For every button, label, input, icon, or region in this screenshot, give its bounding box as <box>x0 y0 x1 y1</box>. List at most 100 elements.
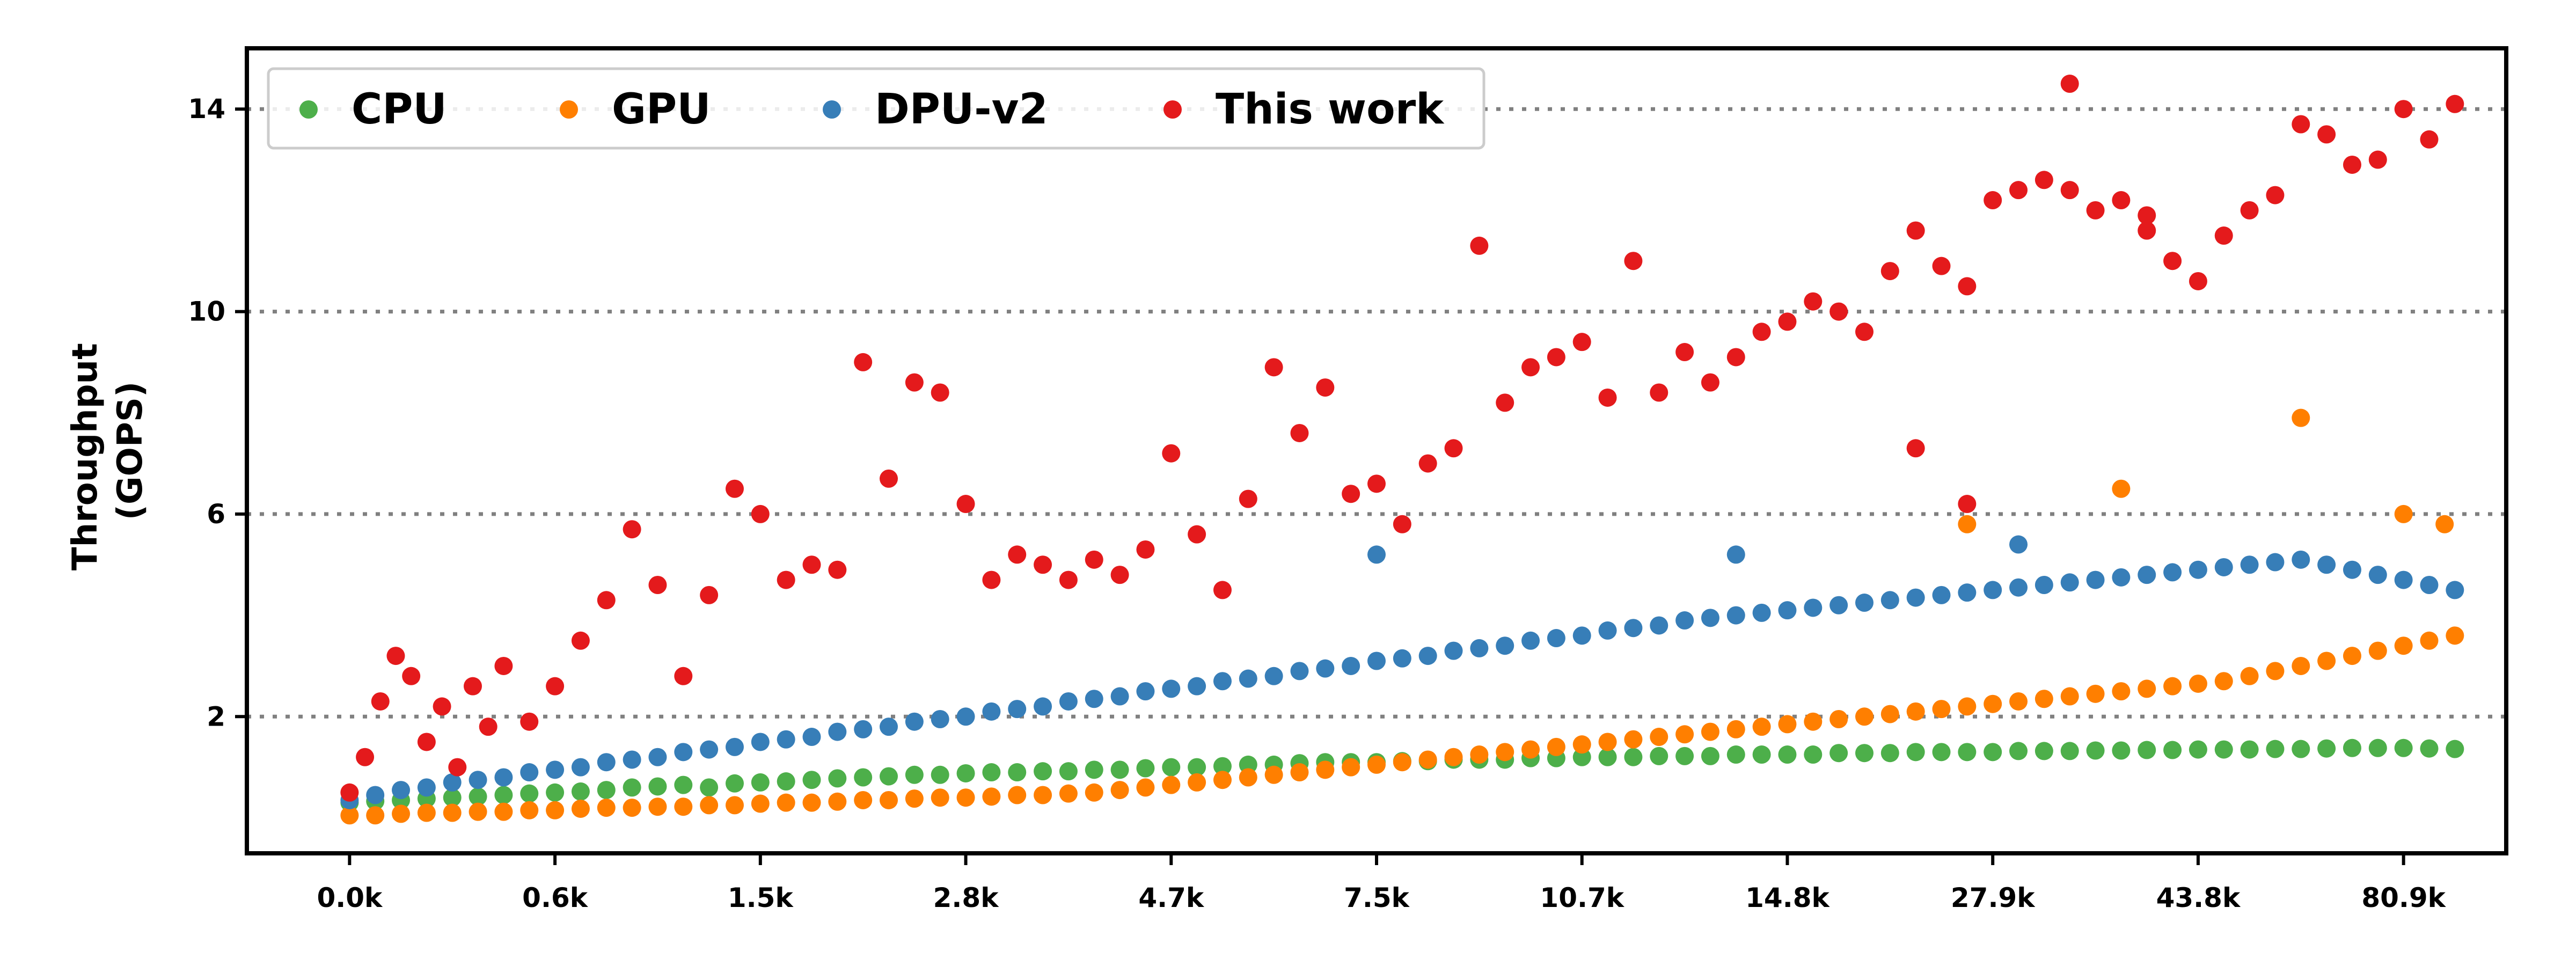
data-point <box>2394 100 2413 119</box>
x-tick-label: 2.8k <box>933 882 1000 913</box>
data-point <box>2009 692 2028 711</box>
data-point <box>982 763 1001 782</box>
data-point <box>2343 560 2361 579</box>
data-point <box>1085 550 1103 569</box>
data-point <box>1572 735 1591 754</box>
data-point <box>880 791 898 809</box>
data-point <box>2266 186 2285 204</box>
data-point <box>751 733 770 751</box>
y-axis-ticks: 2 6 10 14 <box>188 93 247 732</box>
data-point <box>880 469 898 488</box>
data-point <box>1008 763 1027 782</box>
data-point <box>1958 743 1977 762</box>
data-point <box>1264 358 1283 377</box>
data-point <box>1521 740 1540 759</box>
data-point <box>2138 741 2156 759</box>
data-point <box>1701 722 1719 741</box>
data-point <box>1778 312 1797 331</box>
data-point <box>1598 748 1617 766</box>
data-point <box>1393 649 1411 668</box>
y-axis-label: Throughput (GOPS) <box>65 331 150 570</box>
x-tick-label: 7.5k <box>1344 882 1410 913</box>
data-point <box>802 771 821 789</box>
data-point <box>1188 525 1206 544</box>
data-point <box>931 710 949 728</box>
data-point <box>2317 555 2336 574</box>
data-points <box>340 75 2464 825</box>
data-point <box>623 520 641 539</box>
data-point <box>1880 262 1899 281</box>
data-point <box>2368 641 2387 660</box>
data-point <box>777 793 795 812</box>
data-point <box>597 781 616 800</box>
data-point <box>1726 720 1745 738</box>
data-point <box>1367 755 1386 774</box>
data-point <box>1701 373 1719 392</box>
data-point <box>2317 739 2336 758</box>
data-point <box>1675 611 1694 630</box>
data-point <box>1290 763 1309 782</box>
data-point <box>1726 348 1745 367</box>
data-point <box>2240 667 2259 685</box>
data-point <box>1342 758 1360 777</box>
data-point <box>2086 684 2105 703</box>
data-point <box>802 555 821 574</box>
data-point <box>751 504 770 523</box>
data-point <box>2317 652 2336 670</box>
data-point <box>571 782 590 801</box>
data-point <box>1880 591 1899 610</box>
x-tick-label: 0.6k <box>522 882 589 913</box>
data-point <box>2009 578 2028 597</box>
data-point <box>674 775 693 794</box>
data-point <box>1932 700 1951 719</box>
data-point <box>1701 747 1719 765</box>
series-1 <box>340 408 2464 825</box>
data-point <box>2138 206 2156 225</box>
data-point <box>392 781 411 800</box>
data-point <box>2189 272 2207 290</box>
data-point <box>982 570 1001 589</box>
y-tick-label: 2 <box>207 701 225 732</box>
data-point <box>2446 581 2464 599</box>
data-point <box>1804 745 1823 764</box>
data-point <box>1110 566 1129 584</box>
y-tick-label: 10 <box>188 296 225 327</box>
data-point <box>2060 573 2079 592</box>
data-point <box>1958 515 1977 533</box>
data-point <box>777 570 795 589</box>
data-point <box>1701 609 1719 627</box>
data-point <box>1726 606 1745 625</box>
data-point <box>2138 221 2156 240</box>
data-point <box>623 750 641 769</box>
data-point <box>2163 741 2182 759</box>
data-point <box>1829 710 1848 728</box>
data-point <box>2214 740 2233 759</box>
data-point <box>417 733 436 751</box>
data-point <box>2292 656 2310 675</box>
data-point <box>571 631 590 650</box>
data-point <box>402 667 421 685</box>
x-axis-ticks: 0.0k 0.6k 1.5k 2.8k 4.7k 7.5k 10.7k 14.8k 27.9k 4… <box>317 853 2447 913</box>
data-point <box>1034 555 1052 574</box>
data-point <box>751 773 770 792</box>
data-point <box>880 718 898 736</box>
data-point <box>366 786 385 804</box>
data-point <box>2240 740 2259 759</box>
data-point <box>1418 454 1437 473</box>
data-point <box>2086 201 2105 219</box>
series-2 <box>340 535 2464 809</box>
data-point <box>2420 576 2439 594</box>
y-axis-label-line-2: (GOPS) <box>111 382 150 520</box>
data-point <box>1958 495 1977 514</box>
data-point <box>2240 201 2259 219</box>
data-point <box>443 803 462 822</box>
data-point <box>1958 583 1977 602</box>
data-point <box>448 758 467 777</box>
data-point <box>1624 748 1643 766</box>
data-point <box>417 778 436 797</box>
data-point <box>1675 747 1694 765</box>
data-point <box>2060 181 2079 200</box>
data-point <box>2138 566 2156 584</box>
y-tick-label: 6 <box>207 499 225 530</box>
data-point <box>2292 550 2310 569</box>
